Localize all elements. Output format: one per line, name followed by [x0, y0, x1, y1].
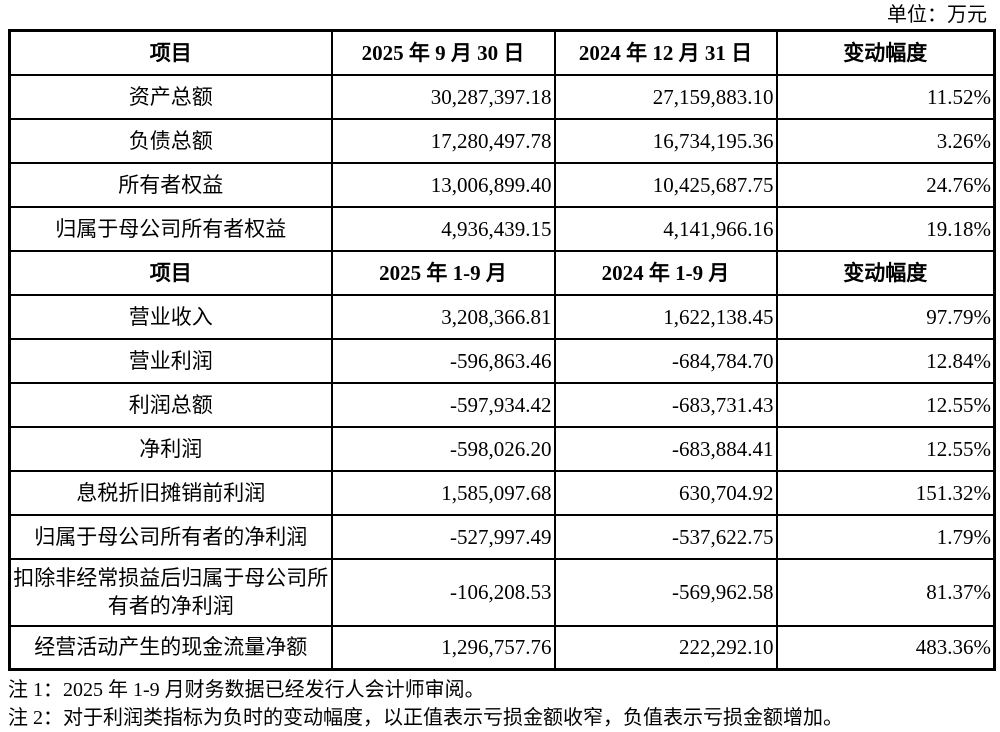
table-header-row: 项目 2025 年 9 月 30 日 2024 年 12 月 31 日 变动幅度 — [8, 29, 996, 76]
value-cell: 27,159,883.10 — [553, 73, 778, 120]
header-period2-cell: 2024 年 1-9 月 — [553, 249, 778, 296]
change-cell: 483.36% — [775, 624, 996, 671]
table-row: 营业收入 3,208,366.81 1,622,138.45 97.79% — [8, 293, 996, 340]
table-row: 扣除非经常损益后归属于母公司所有者的净利润 -106,208.53 -569,9… — [8, 557, 996, 627]
value-cell: 630,704.92 — [553, 469, 778, 516]
header-period1-cell: 2025 年 1-9 月 — [330, 249, 556, 296]
table-row: 利润总额 -597,934.42 -683,731.43 12.55% — [8, 381, 996, 428]
table-header-row: 项目 2025 年 1-9 月 2024 年 1-9 月 变动幅度 — [8, 249, 996, 296]
table-row: 息税折旧摊销前利润 1,585,097.68 630,704.92 151.32… — [8, 469, 996, 516]
value-cell: 10,425,687.75 — [553, 161, 778, 208]
footnotes: 注 1：2025 年 1-9 月财务数据已经发行人会计师审阅。 注 2：对于利润… — [8, 676, 993, 732]
table-row: 经营活动产生的现金流量净额 1,296,757.76 222,292.10 48… — [8, 624, 996, 671]
footnote-1: 注 1：2025 年 1-9 月财务数据已经发行人会计师审阅。 — [8, 679, 485, 701]
value-cell: -596,863.46 — [330, 337, 556, 384]
value-cell: -527,997.49 — [330, 513, 556, 560]
header-change-cell: 变动幅度 — [775, 29, 996, 76]
table-row: 营业利润 -596,863.46 -684,784.70 12.84% — [8, 337, 996, 384]
table-row: 归属于母公司所有者的净利润 -527,997.49 -537,622.75 1.… — [8, 513, 996, 560]
table-row: 资产总额 30,287,397.18 27,159,883.10 11.52% — [8, 73, 996, 120]
change-cell: 12.55% — [775, 381, 996, 428]
change-cell: 151.32% — [775, 469, 996, 516]
value-cell: 4,141,966.16 — [553, 205, 778, 252]
row-label-cell: 息税折旧摊销前利润 — [8, 469, 333, 516]
value-cell: 222,292.10 — [553, 624, 778, 671]
row-label-cell: 营业利润 — [8, 337, 333, 384]
footnote-2: 注 2：对于利润类指标为负时的变动幅度，以正值表示亏损金额收窄，负值表示亏损金额… — [8, 707, 843, 729]
header-change-cell: 变动幅度 — [775, 249, 996, 296]
value-cell: 16,734,195.36 — [553, 117, 778, 164]
row-label-cell: 利润总额 — [8, 381, 333, 428]
value-cell: 1,585,097.68 — [330, 469, 556, 516]
value-cell: 1,622,138.45 — [553, 293, 778, 340]
value-cell: -683,731.43 — [553, 381, 778, 428]
row-label-cell: 归属于母公司所有者的净利润 — [8, 513, 333, 560]
change-cell: 3.26% — [775, 117, 996, 164]
change-cell: 1.79% — [775, 513, 996, 560]
value-cell: -597,934.42 — [330, 381, 556, 428]
change-cell: 12.55% — [775, 425, 996, 472]
change-cell: 11.52% — [775, 73, 996, 120]
financial-summary-table: 项目 2025 年 9 月 30 日 2024 年 12 月 31 日 变动幅度… — [8, 29, 996, 671]
value-cell: -683,884.41 — [553, 425, 778, 472]
table-row: 净利润 -598,026.20 -683,884.41 12.55% — [8, 425, 996, 472]
row-label-cell: 所有者权益 — [8, 161, 333, 208]
value-cell: 3,208,366.81 — [330, 293, 556, 340]
value-cell: 13,006,899.40 — [330, 161, 556, 208]
change-cell: 24.76% — [775, 161, 996, 208]
value-cell: -569,962.58 — [553, 557, 778, 627]
row-label-cell: 净利润 — [8, 425, 333, 472]
change-cell: 97.79% — [775, 293, 996, 340]
table-row: 归属于母公司所有者权益 4,936,439.15 4,141,966.16 19… — [8, 205, 996, 252]
row-label-cell: 营业收入 — [8, 293, 333, 340]
change-cell: 81.37% — [775, 557, 996, 627]
value-cell: 17,280,497.78 — [330, 117, 556, 164]
table-row: 负债总额 17,280,497.78 16,734,195.36 3.26% — [8, 117, 996, 164]
change-cell: 12.84% — [775, 337, 996, 384]
row-label-cell: 归属于母公司所有者权益 — [8, 205, 333, 252]
value-cell: 1,296,757.76 — [330, 624, 556, 671]
header-period1-cell: 2025 年 9 月 30 日 — [330, 29, 556, 76]
value-cell: 4,936,439.15 — [330, 205, 556, 252]
row-label-cell: 负债总额 — [8, 117, 333, 164]
row-label-cell: 经营活动产生的现金流量净额 — [8, 624, 333, 671]
row-label-cell: 资产总额 — [8, 73, 333, 120]
row-label-cell: 扣除非经常损益后归属于母公司所有者的净利润 — [8, 557, 333, 627]
change-cell: 19.18% — [775, 205, 996, 252]
header-item-cell: 项目 — [8, 29, 333, 76]
value-cell: -684,784.70 — [553, 337, 778, 384]
value-cell: 30,287,397.18 — [330, 73, 556, 120]
header-item-cell: 项目 — [8, 249, 333, 296]
unit-label: 单位：万元 — [887, 4, 987, 26]
value-cell: -537,622.75 — [553, 513, 778, 560]
value-cell: -106,208.53 — [330, 557, 556, 627]
header-period2-cell: 2024 年 12 月 31 日 — [553, 29, 778, 76]
value-cell: -598,026.20 — [330, 425, 556, 472]
table-row: 所有者权益 13,006,899.40 10,425,687.75 24.76% — [8, 161, 996, 208]
